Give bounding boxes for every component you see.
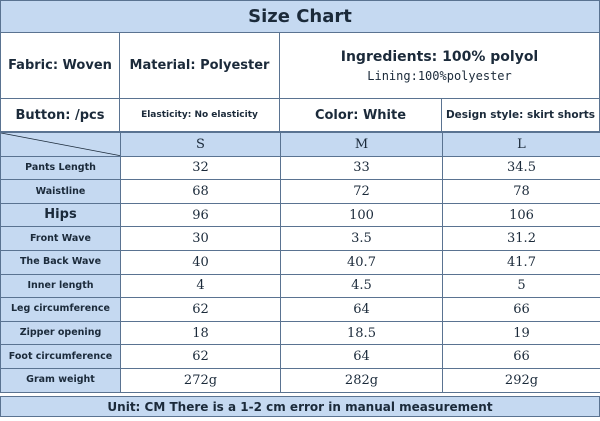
measurement-label: Front Wave [0,226,121,251]
table-row: The Back Wave 40 40.7 41.7 [0,249,600,275]
measurement-label: Gram weight [0,367,121,393]
measurement-value: 64 [280,297,443,322]
measurement-value: 18 [120,320,281,346]
measurement-value: 100 [280,202,443,228]
page-title: Size Chart [0,0,600,33]
size-header-s: S [120,132,281,157]
measurement-value: 18.5 [280,320,443,346]
size-table: S M L Pants Length 32 33 34.5 Waistline 68 72 7… [0,132,600,393]
button-cell: Button: /pcs [0,99,120,132]
measurement-label: Inner length [0,273,121,299]
measurement-value: 272g [120,367,281,393]
design-style-cell: Design style: skirt shorts [442,99,600,132]
measurement-value: 30 [120,226,281,251]
measurement-label: Foot circumference [0,344,121,369]
measurement-value: 5 [442,273,600,299]
measurement-value: 64 [280,344,443,369]
table-row: Hips 96 100 106 [0,202,600,228]
corner-cell [0,132,121,157]
measurement-value: 106 [442,202,600,228]
size-header-m: M [280,132,443,157]
size-header-l: L [442,132,600,157]
measurement-value: 292g [442,367,600,393]
measurement-label: Leg circumference [0,297,121,322]
measurement-value: 66 [442,297,600,322]
table-row: Leg circumference 62 64 66 [0,297,600,322]
ingredients-cell: Ingredients: 100% polyol Lining:100%poly… [280,33,600,99]
table-row: Gram weight 272g 282g 292g [0,367,600,393]
measurement-value: 62 [120,297,281,322]
elasticity-cell: Elasticity: No elasticity [120,99,280,132]
ingredients-text: Ingredients: 100% polyol [340,48,539,65]
measurement-value: 62 [120,344,281,369]
info-row-1: Fabric: Woven Material: Polyester Ingred… [0,33,600,99]
measurement-value: 33 [280,155,443,181]
measurement-value: 19 [442,320,600,346]
measurement-label: Waistline [0,179,121,204]
fabric-cell: Fabric: Woven [0,33,120,99]
measurement-value: 282g [280,367,443,393]
measurement-value: 41.7 [442,249,600,275]
table-row: Zipper opening 18 18.5 19 [0,320,600,346]
measurement-value: 96 [120,202,281,228]
table-row: Waistline 68 72 78 [0,179,600,204]
table-row: Foot circumference 62 64 66 [0,344,600,369]
measurement-value: 40.7 [280,249,443,275]
table-row: Pants Length 32 33 34.5 [0,155,600,181]
measurement-value: 68 [120,179,281,204]
table-row: Inner length 4 4.5 5 [0,273,600,299]
measurement-value: 3.5 [280,226,443,251]
measurement-value: 4 [120,273,281,299]
measurement-value: 78 [442,179,600,204]
measurement-label: The Back Wave [0,249,121,275]
measurement-value: 34.5 [442,155,600,181]
material-cell: Material: Polyester [120,33,280,99]
measurement-value: 72 [280,179,443,204]
table-row: Front Wave 30 3.5 31.2 [0,226,600,251]
info-row-2: Button: /pcs Elasticity: No elasticity C… [0,99,600,132]
measurement-value: 32 [120,155,281,181]
measurement-value: 66 [442,344,600,369]
measurement-value: 40 [120,249,281,275]
diagonal-line-icon [1,133,120,156]
lining-text: Lining:100%polyester [367,68,512,83]
color-cell: Color: White [280,99,442,132]
size-header-row: S M L [0,132,600,157]
measurement-value: 4.5 [280,273,443,299]
footer-note: Unit: CM There is a 1-2 cm error in manu… [0,396,600,417]
measurement-label: Hips [0,202,121,228]
measurement-value: 31.2 [442,226,600,251]
measurement-label: Zipper opening [0,320,121,346]
measurement-label: Pants Length [0,155,121,181]
